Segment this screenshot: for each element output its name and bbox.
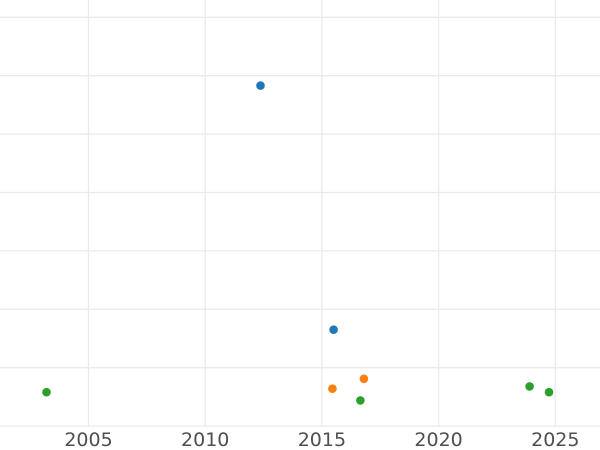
- x-tick-label: 2025: [531, 429, 579, 450]
- data-point-series-orange: [328, 384, 337, 394]
- data-point-series-green: [356, 396, 365, 405]
- data-point-series-green: [525, 382, 534, 391]
- x-tick-label: 2010: [181, 429, 229, 450]
- data-point-series-blue: [329, 325, 338, 335]
- data-point-series-green: [42, 387, 51, 397]
- x-tick-label: 2015: [298, 429, 346, 450]
- x-tick-label: 2005: [64, 429, 112, 450]
- data-point-series-orange: [359, 374, 369, 384]
- data-point-series-green: [544, 387, 554, 397]
- x-tick-label: 2020: [414, 429, 462, 450]
- data-point-series-blue: [256, 81, 265, 90]
